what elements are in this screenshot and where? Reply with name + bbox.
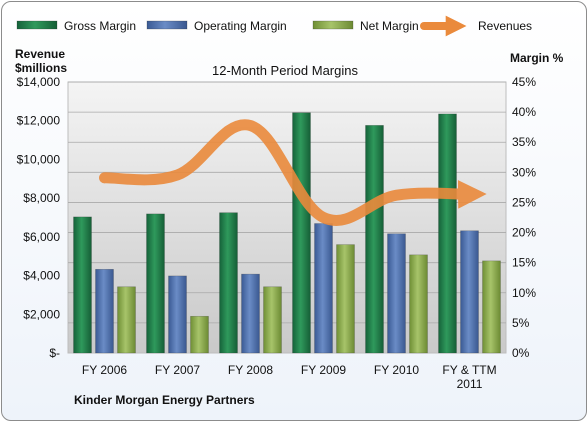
bar-net-margin [190, 315, 209, 354]
right-tick-label: 45% [512, 75, 536, 89]
bar-gross-margin [438, 113, 457, 354]
right-tick-label: 20% [512, 226, 536, 240]
category-label: 2011 [457, 377, 483, 391]
bar-operating-margin [168, 275, 187, 354]
left-axis-label-line1: Revenue [15, 47, 65, 61]
left-axis-ticks: $- $2,000 $4,000 $6,000 $8,000 $10,000 $12,000… [17, 75, 61, 360]
bar-operating-margin [95, 268, 114, 354]
category-label: FY 2010 [374, 363, 419, 377]
right-axis-label: Margin % [510, 51, 564, 65]
category-label: FY 2006 [82, 363, 127, 377]
left-tick-label: $8,000 [23, 191, 60, 205]
legend-label: Net Margin [360, 19, 419, 33]
left-tick-label: $12,000 [17, 114, 61, 128]
right-tick-label: 15% [512, 256, 536, 270]
bar-operating-margin [460, 230, 479, 354]
bar-operating-margin [387, 233, 406, 354]
legend-swatch [312, 20, 354, 30]
category-label: FY 2007 [155, 363, 200, 377]
bar-gross-margin [365, 125, 384, 354]
left-tick-label: $6,000 [23, 230, 60, 244]
company-name: Kinder Morgan Energy Partners [74, 393, 255, 407]
legend-swatch [16, 20, 58, 30]
right-tick-label: 35% [512, 135, 536, 149]
title: 12-Month Period Margins [212, 63, 358, 78]
category-label: FY & TTM [442, 363, 496, 377]
left-axis-label-line2: $millions [15, 61, 67, 75]
left-tick-label: $14,000 [17, 75, 61, 89]
category-labels: FY 2006 FY 2007 FY 2008 FY 2009 FY 2010 FY & … [82, 363, 497, 391]
bar-net-margin [336, 244, 355, 354]
left-tick-label: $- [49, 346, 60, 360]
plot-area [67, 81, 507, 354]
left-tick-label: $10,000 [17, 152, 61, 166]
bar-gross-margin [73, 216, 92, 354]
bar-net-margin [117, 286, 136, 354]
revenue-line [99, 119, 487, 226]
bar-gross-margin [146, 213, 165, 354]
bar-net-margin [263, 286, 282, 354]
revenue-line-path [99, 119, 487, 226]
right-tick-label: 0% [512, 346, 530, 360]
legend-label: Revenues [478, 19, 532, 33]
right-tick-label: 30% [512, 165, 536, 179]
legend: Gross Margin Operating Margin Net Margin Re… [16, 15, 532, 37]
bar-net-margin [482, 260, 501, 354]
bar-operating-margin [314, 223, 333, 354]
right-tick-label: 40% [512, 105, 536, 119]
bar-gross-margin [219, 212, 238, 354]
category-label: FY 2009 [301, 363, 346, 377]
bar-gross-margin [292, 112, 311, 354]
bars [73, 112, 501, 354]
right-tick-label: 5% [512, 316, 530, 330]
legend-label: Gross Margin [64, 19, 136, 33]
right-axis-ticks: 0% 5% 10% 15% 20% 25% 30% 35% 40% 45% [512, 75, 536, 360]
category-label: FY 2008 [228, 363, 273, 377]
right-tick-label: 10% [512, 286, 536, 300]
legend-swatch [146, 20, 188, 30]
right-tick-label: 25% [512, 195, 536, 209]
bar-net-margin [409, 254, 428, 354]
legend-label: Operating Margin [194, 19, 287, 33]
left-tick-label: $2,000 [23, 307, 60, 321]
left-tick-label: $4,000 [23, 269, 60, 283]
bar-operating-margin [241, 273, 260, 354]
